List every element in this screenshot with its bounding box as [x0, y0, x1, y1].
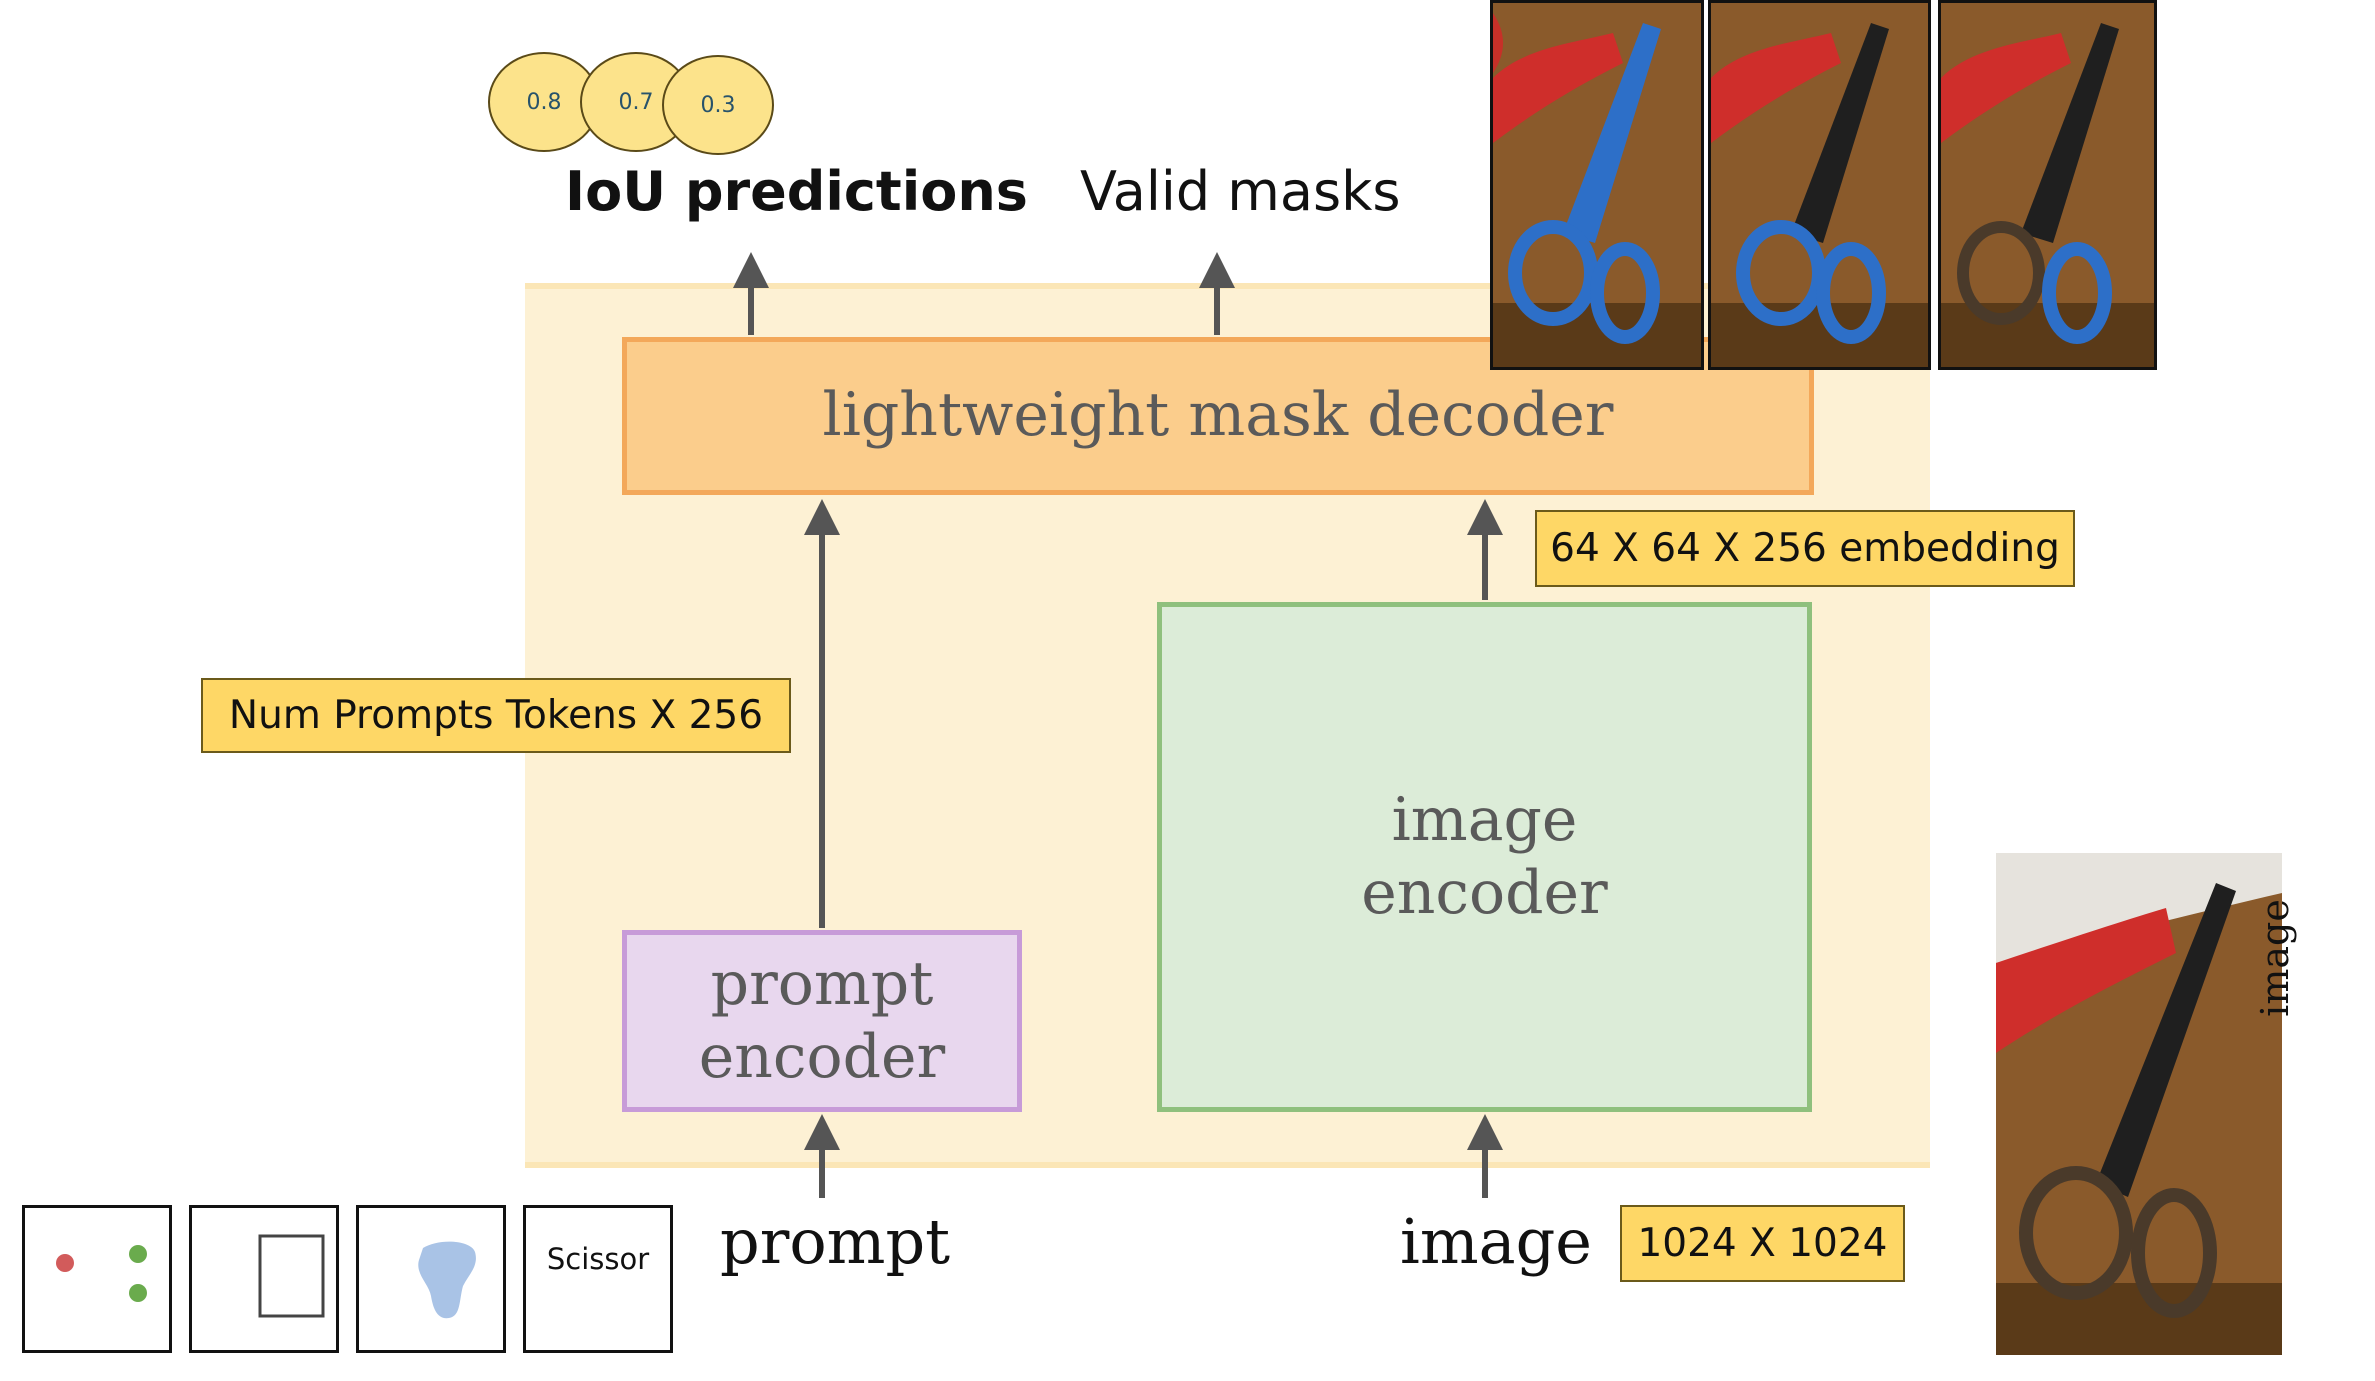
prompt-input-label: prompt — [720, 1205, 951, 1278]
image-encoder-label-line2: encoder — [1361, 858, 1608, 928]
prompt-encoder-label-line2: encoder — [698, 1022, 946, 1092]
input-image-side-label: image — [2253, 899, 2297, 1017]
prompt-mask-example — [356, 1205, 506, 1353]
iou-score-circle-3: 0.3 — [662, 55, 774, 155]
mask-output-image-2 — [1708, 0, 1931, 370]
mask-output-image-1 — [1490, 0, 1704, 370]
prompt-points-example — [22, 1205, 172, 1353]
prompt-tokens-shape-tag: Num Prompts Tokens X 256 — [201, 678, 791, 753]
prompt-encoder-label-line1: prompt — [710, 948, 934, 1019]
scissors-blue-mask-icon — [1493, 3, 1701, 367]
image-encoder-block: image encoder — [1157, 602, 1812, 1112]
input-image-photo — [1996, 853, 2282, 1355]
scissors-handle-mask-icon — [1711, 3, 1928, 367]
box-icon — [258, 1234, 325, 1318]
scissors-photo-icon — [1996, 853, 2282, 1355]
mask-decoder-label: lightweight mask decoder — [822, 380, 1614, 451]
valid-masks-label: Valid masks — [1080, 160, 1401, 223]
mask-output-image-3 — [1938, 0, 2157, 370]
image-resolution-tag: 1024 X 1024 — [1620, 1205, 1905, 1282]
image-encoder-label-line1: image — [1391, 784, 1578, 855]
mask-blob-icon — [418, 1241, 476, 1319]
prompt-text-example: Scissor — [523, 1205, 673, 1353]
embedding-shape-tag: 64 X 64 X 256 embedding — [1535, 510, 2075, 587]
iou-predictions-label: IoU predictions — [565, 160, 1028, 223]
scissors-single-handle-mask-icon — [1941, 3, 2154, 367]
prompt-encoder-block: prompt encoder — [622, 930, 1022, 1112]
points-icon — [56, 1245, 147, 1302]
text-prompt-value: Scissor — [546, 1242, 650, 1276]
prompt-box-example — [189, 1205, 339, 1353]
image-input-label: image — [1400, 1205, 1592, 1278]
